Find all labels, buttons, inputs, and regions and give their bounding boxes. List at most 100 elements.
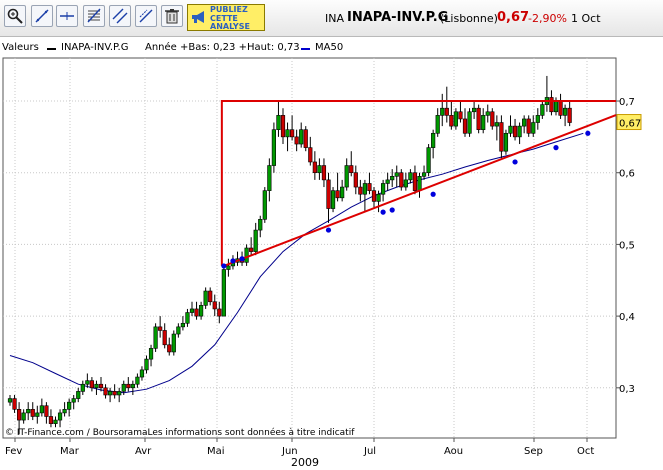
parallel-lines-icon[interactable]	[109, 5, 131, 27]
trendline-touch-point	[325, 227, 332, 233]
candle-body	[258, 219, 263, 231]
candle-body	[449, 115, 454, 127]
candle-body	[512, 125, 518, 138]
candle-body	[98, 383, 104, 389]
candle-body	[358, 186, 363, 195]
candle-body	[26, 409, 31, 414]
candle-body	[517, 125, 522, 138]
candle-body	[567, 107, 572, 123]
candle-body	[330, 190, 336, 209]
candle-body	[494, 122, 499, 127]
candle-body	[167, 344, 172, 353]
legend: Valeurs INAPA-INV.P.G Année +Bas: 0,23 +…	[0, 42, 663, 56]
y-tick-label: 0,6	[619, 169, 635, 180]
candle-body	[312, 161, 317, 174]
candle-body	[558, 100, 563, 116]
candle-body	[226, 265, 231, 270]
candle-body	[481, 115, 486, 130]
candle-body	[76, 391, 81, 399]
trash-icon[interactable]	[161, 5, 183, 27]
candle-body	[431, 132, 436, 148]
candle-body	[408, 172, 413, 181]
candle-body	[171, 333, 176, 353]
candle-body	[244, 247, 249, 263]
y-tick-label: 0,4	[619, 312, 635, 323]
candle-body	[217, 308, 222, 317]
candle-body	[208, 290, 213, 303]
x-tick-label: Sep	[524, 446, 543, 457]
candle-body	[162, 330, 167, 346]
candle-body	[180, 322, 186, 328]
legend-series-price: INAPA-INV.P.G	[61, 42, 129, 53]
candle-body	[367, 183, 372, 191]
candle-body	[412, 172, 418, 191]
candle-body	[294, 136, 299, 145]
trendline-touch-point	[553, 145, 559, 151]
trendline-touch-point	[430, 191, 436, 197]
publish-analysis-button[interactable]: PUBLIEZ CETTE ANALYSE	[187, 4, 265, 31]
trendline-touch-point	[380, 209, 386, 215]
zoom-icon[interactable]	[4, 5, 26, 27]
instrument-name: INAPA-INV.P.G	[347, 10, 449, 25]
y-tick-label: 0,3	[619, 384, 635, 395]
candle-body	[353, 172, 358, 188]
candle-body	[117, 391, 122, 396]
candle-body	[390, 176, 395, 181]
candle-body	[85, 380, 90, 385]
candle-body	[57, 412, 63, 421]
candle-body	[503, 132, 509, 152]
horizontal-line-icon[interactable]	[56, 5, 78, 27]
candle-body	[344, 165, 349, 188]
candle-body	[417, 176, 422, 191]
legend-year-range: Année +Bas: 0,23 +Haut: 0,73	[145, 42, 300, 53]
candle-body	[349, 165, 354, 174]
market-name: (Lisbonne)	[440, 12, 498, 25]
candle-body	[471, 107, 477, 113]
candle-body	[326, 179, 331, 209]
candle-body	[399, 172, 404, 188]
candle-body	[289, 129, 295, 138]
candle-body	[48, 416, 54, 424]
candle-body	[148, 348, 154, 360]
candle-body	[340, 186, 345, 199]
candle-body	[362, 183, 368, 195]
price-change: -2,90%	[528, 12, 567, 25]
candle-body	[89, 380, 94, 389]
candle-body	[308, 147, 313, 163]
trendline-touch-point	[239, 256, 245, 262]
megaphone-icon	[192, 11, 204, 23]
line-draw-icon[interactable]	[31, 5, 53, 27]
candle-body	[540, 104, 545, 116]
legend-series-ma50: MA50	[315, 42, 344, 53]
candle-body	[139, 369, 145, 378]
candle-body	[467, 111, 472, 134]
candle-body	[499, 122, 504, 152]
candle-body	[16, 409, 22, 421]
candle-body	[7, 398, 13, 403]
last-price: 0,67	[497, 10, 530, 25]
candle-body	[462, 118, 468, 134]
candle-body	[476, 107, 481, 130]
candle-body	[39, 405, 44, 414]
trendline-touch-point	[221, 263, 227, 269]
candle-body	[194, 308, 199, 317]
candle-body	[440, 107, 445, 116]
candle-body	[303, 129, 308, 148]
x-axis-year: 2009	[291, 456, 319, 469]
channel-icon[interactable]	[135, 5, 157, 27]
candle-body	[158, 326, 163, 331]
candle-body	[522, 118, 527, 127]
resistance-line	[220, 100, 616, 266]
fibonacci-icon[interactable]	[83, 5, 105, 27]
candle-body	[490, 111, 495, 127]
last-price-marker	[616, 114, 642, 131]
candle-body	[385, 179, 390, 184]
toolbar: PUBLIEZ CETTE ANALYSE	[0, 0, 663, 37]
candle-body	[189, 308, 195, 313]
candle-body	[553, 100, 559, 113]
candle-body	[508, 125, 513, 134]
x-tick-label: Fev	[5, 446, 22, 457]
candle-body	[21, 412, 26, 421]
candle-body	[108, 391, 113, 396]
